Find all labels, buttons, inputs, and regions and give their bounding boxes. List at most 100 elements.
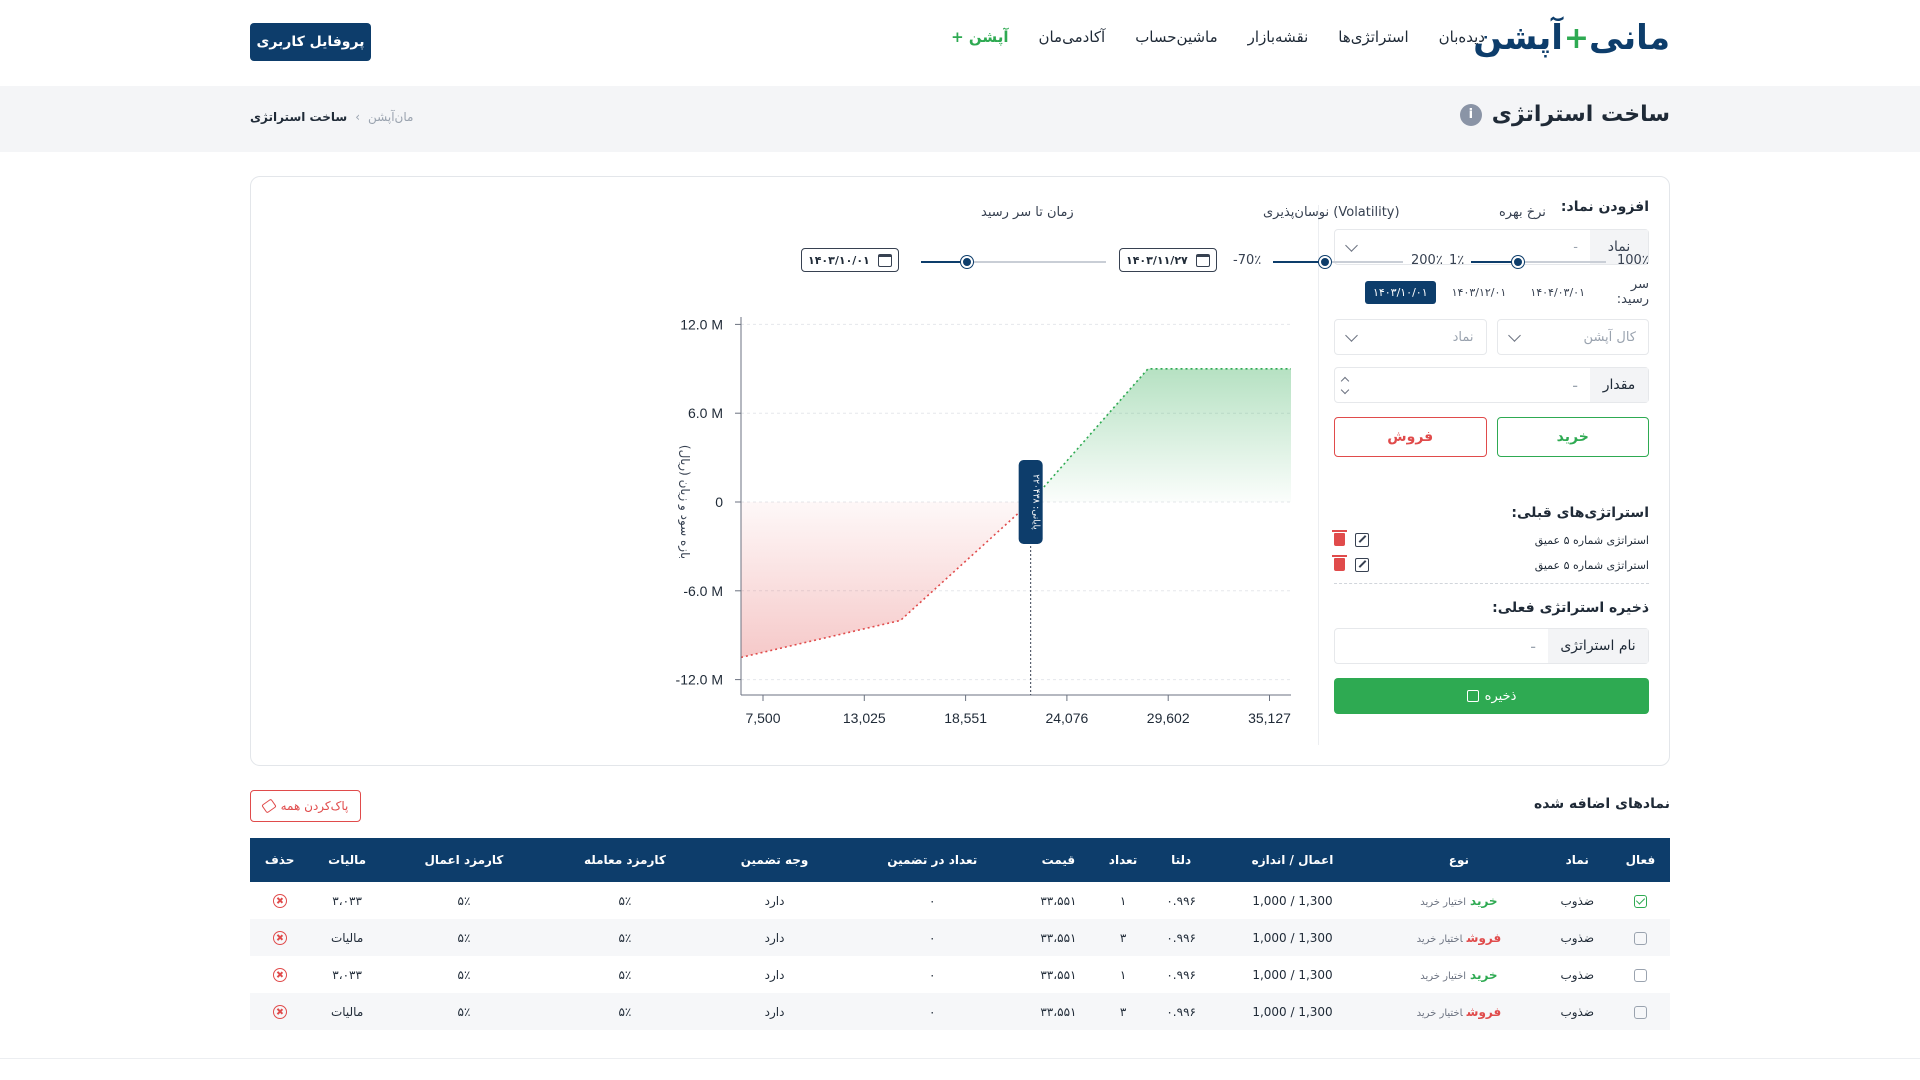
nav-option-plus[interactable]: آپشن +: [951, 28, 1009, 46]
nav-strategies[interactable]: استراتژی‌ها: [1338, 28, 1409, 46]
volatility-min: -70٪: [1233, 253, 1262, 268]
strategy-name-field[interactable]: نام استراتژی -: [1334, 628, 1649, 664]
volatility-track[interactable]: [1273, 261, 1403, 263]
save-button[interactable]: ذخیره: [1334, 678, 1649, 714]
strike-cell: 1,000 / 1,300: [1252, 893, 1333, 908]
breadcrumb-home[interactable]: مان‌آپشن: [368, 110, 414, 124]
trade-fee-cell: ۵٪: [542, 919, 707, 956]
trash-icon[interactable]: [1332, 555, 1347, 571]
buy-button[interactable]: خرید: [1496, 417, 1649, 457]
delete-icon[interactable]: [272, 1004, 287, 1019]
symbol-select-body: -: [1335, 230, 1590, 264]
time-track[interactable]: [921, 261, 1106, 263]
price-cell: ۳۳،۵۵۱: [1022, 919, 1095, 956]
previous-strategy-name[interactable]: استراتژی شماره ۵ عمیق: [1534, 533, 1649, 547]
y-tick-label: 12.0 M: [680, 316, 723, 332]
breadcrumb-current: ساخت استراتژی: [250, 110, 348, 124]
delete-cell: [250, 882, 309, 919]
previous-strategies-title: استراتژی‌های قبلی:: [1511, 505, 1649, 521]
option-type-select[interactable]: کال آپشن: [1496, 319, 1649, 355]
added-symbols-title: نمادهای اضافه شده: [1534, 796, 1670, 812]
expiry-chip-3[interactable]: ۱۴۰۴/۰۳/۰۱: [1530, 285, 1585, 299]
collateral-qty-cell: ۰: [929, 893, 936, 908]
delete-icon[interactable]: [272, 893, 287, 908]
y-tick-label: 0: [715, 494, 723, 510]
save-strategy-title: ذخیره استراتژی فعلی:: [1492, 600, 1649, 616]
breadcrumb-separator: ›: [355, 110, 361, 124]
breadcrumb: مان‌آپشن › ساخت استراتژی: [250, 110, 413, 124]
delete-icon[interactable]: [272, 930, 287, 945]
active-checkbox[interactable]: [1633, 1005, 1647, 1019]
profile-button[interactable]: پروفایل کاربری: [250, 23, 371, 61]
stepper-up-icon[interactable]: [1340, 376, 1350, 385]
time-slider-knob[interactable]: [961, 256, 974, 268]
nav-academy[interactable]: آکادمی‌مان: [1038, 28, 1106, 46]
calendar-icon: [1195, 253, 1210, 267]
calendar-icon: [877, 253, 892, 267]
sell-button[interactable]: فروش: [1334, 417, 1487, 457]
nav-market-map[interactable]: نقشه‌بازار: [1247, 28, 1309, 46]
profit-loss-chart: 12.0 M 6.0 M 0 -6.0 M -12.0 M 7,500 13,025 18,5…: [676, 316, 1292, 726]
strategy-name-input[interactable]: -: [1530, 636, 1536, 656]
logo[interactable]: مانی + آپشن: [1473, 18, 1671, 58]
delta-cell: ۰.۹۹۶: [1151, 993, 1211, 1030]
edit-icon[interactable]: [1355, 558, 1369, 572]
trash-icon[interactable]: [1332, 530, 1347, 546]
time-end-date[interactable]: ۱۴۰۳/۱۱/۲۷: [1119, 248, 1217, 272]
col-qty: تعداد: [1094, 838, 1152, 882]
active-checkbox[interactable]: [1633, 968, 1647, 982]
active-cell: [1610, 993, 1670, 1030]
delete-cell: [250, 956, 309, 993]
interest-track[interactable]: [1471, 261, 1606, 263]
active-checkbox[interactable]: [1633, 931, 1647, 945]
time-start-date[interactable]: ۱۴۰۳/۱۰/۰۱: [801, 248, 899, 272]
time-start-date-text: ۱۴۰۳/۱۰/۰۱: [808, 253, 870, 267]
qty-cell: ۱: [1119, 967, 1127, 982]
expiry-chip-2[interactable]: ۱۴۰۳/۱۲/۰۱: [1451, 285, 1507, 299]
symbol-cell: ضذوب: [1560, 893, 1595, 908]
info-icon[interactable]: i: [1459, 103, 1482, 126]
logo-text-2: آپشن: [1473, 18, 1564, 58]
eraser-icon: [260, 798, 277, 814]
previous-strategy-name[interactable]: استراتژی شماره ۵ عمیق: [1534, 558, 1649, 572]
delete-icon[interactable]: [272, 967, 287, 982]
col-price: قیمت: [1022, 838, 1095, 882]
delta-cell: ۰.۹۹۶: [1166, 893, 1196, 908]
col-collateral: وجه تضمین: [706, 838, 843, 882]
clear-all-label: پاک‌کردن همه: [280, 799, 349, 813]
chevron-down-icon: [1345, 328, 1358, 342]
table-row: ضذوب فروشاختیار خرید 1,000 / 1,300 ۰.۹۹۶ ۳ ۳۳…: [250, 919, 1670, 956]
amount-input[interactable]: -: [1572, 375, 1578, 395]
strike-cell: 1,000 / 1,300: [1210, 993, 1375, 1030]
expiry-chip-1[interactable]: ۱۴۰۳/۱۰/۰۱: [1364, 280, 1436, 304]
interest-fill: [1471, 261, 1519, 263]
active-checkbox[interactable]: [1633, 894, 1647, 908]
breakeven-label: پایانی: ۲۲۰۴۳۸: [1031, 474, 1041, 530]
x-tick-label: 29,602: [1147, 710, 1190, 726]
strategy-builder-card: افزودن نماد: نماد - سر رسید: ۱۴۰۴/۰۳/۰۱ …: [250, 176, 1670, 766]
previous-strategy-item[interactable]: استراتژی شماره ۵ عمیق: [1332, 530, 1649, 547]
volatility-title: نوسان‌پذیری (Volatility): [1263, 205, 1400, 220]
clear-all-button[interactable]: پاک‌کردن همه: [250, 790, 361, 822]
page-title: ساخت استراتژی i: [1459, 102, 1670, 127]
previous-strategy-item[interactable]: استراتژی شماره ۵ عمیق: [1332, 555, 1649, 572]
stepper-down-icon[interactable]: [1340, 385, 1350, 394]
col-symbol: نماد: [1543, 838, 1611, 882]
interest-slider-knob[interactable]: [1512, 256, 1525, 268]
side-label: خرید: [1470, 893, 1498, 908]
amount-field[interactable]: مقدار -: [1334, 367, 1649, 403]
strike-cell: 1,000 / 1,300: [1210, 919, 1375, 956]
amount-stepper[interactable]: [1335, 368, 1355, 402]
nav-watchlist[interactable]: دیده‌بان: [1438, 28, 1485, 46]
strike-cell: 1,000 / 1,300: [1252, 967, 1333, 982]
option-symbol-select[interactable]: نماد: [1334, 319, 1487, 355]
col-tax: مالیات: [309, 838, 386, 882]
collateral-cell: دارد: [706, 993, 843, 1030]
qty-cell: ۳: [1094, 993, 1152, 1030]
symbol-cell: ضذوب: [1560, 967, 1595, 982]
symbol-select[interactable]: نماد -: [1334, 229, 1649, 265]
option-select-row: کال آپشن نماد: [1334, 319, 1649, 355]
edit-icon[interactable]: [1355, 533, 1369, 547]
nav-calculator[interactable]: ماشین‌حساب: [1135, 28, 1218, 46]
volatility-slider-knob[interactable]: [1319, 256, 1331, 268]
